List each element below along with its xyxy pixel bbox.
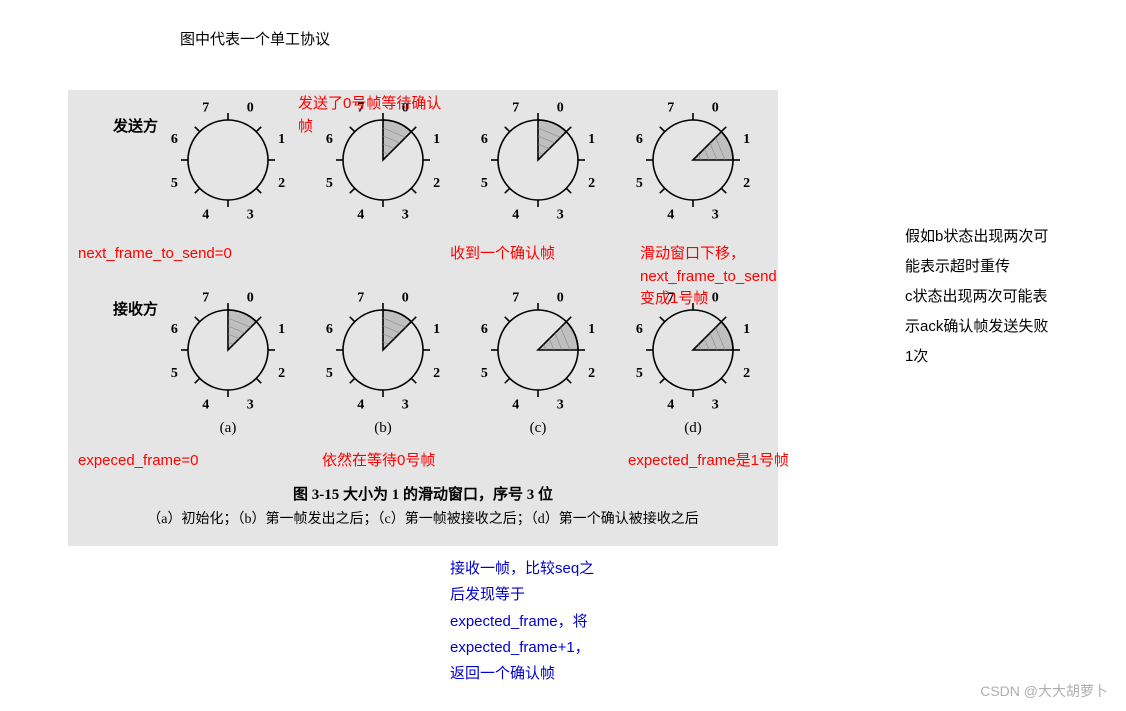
col-label-b: (b) [363,420,403,437]
figure-panel: 发送方 接收方 0 1 2 3 4 5 6 7 0 1 2 3 4 5 6 7 0 1 2 3 4 5 6 7 0 1 2 3 4… [68,90,778,546]
svg-text:1: 1 [743,322,750,337]
svg-text:1: 1 [588,132,595,147]
svg-text:4: 4 [202,398,209,413]
clock-receiver-b: 0 1 2 3 4 5 6 7 [323,290,443,410]
clock-receiver-c: 0 1 2 3 4 5 6 7 [478,290,598,410]
svg-text:4: 4 [667,208,674,223]
svg-text:4: 4 [357,208,364,223]
svg-text:3: 3 [557,208,564,223]
svg-text:3: 3 [402,208,409,223]
svg-text:5: 5 [326,366,333,381]
svg-text:2: 2 [588,366,595,381]
clock-sender-a: 0 1 2 3 4 5 6 7 [168,100,288,220]
svg-text:5: 5 [636,176,643,191]
svg-text:7: 7 [512,100,519,115]
svg-text:4: 4 [667,398,674,413]
svg-text:3: 3 [712,398,719,413]
svg-text:7: 7 [202,100,209,115]
figure-subcaption: （a）初始化；（b）第一帧发出之后；（c）第一帧被接收之后；（d）第一个确认被接… [68,508,778,528]
svg-text:7: 7 [667,100,674,115]
svg-text:2: 2 [278,366,285,381]
label-receiver: 接收方 [113,298,158,319]
svg-text:2: 2 [588,176,595,191]
svg-text:2: 2 [743,176,750,191]
svg-text:0: 0 [402,290,409,305]
svg-text:7: 7 [357,290,364,305]
svg-text:2: 2 [433,366,440,381]
annot-still-wait-0: 依然在等待0号帧 [322,450,435,473]
col-label-d: (d) [673,420,713,437]
svg-text:7: 7 [512,290,519,305]
svg-text:6: 6 [636,132,643,147]
annot-window-move: 滑动窗口下移， next_frame_to_send 变成1号帧 [640,243,777,311]
svg-text:5: 5 [326,176,333,191]
col-label-c: (c) [518,420,558,437]
svg-text:0: 0 [247,290,254,305]
svg-text:4: 4 [202,208,209,223]
svg-text:4: 4 [357,398,364,413]
svg-text:6: 6 [481,132,488,147]
svg-text:0: 0 [557,290,564,305]
label-sender: 发送方 [113,115,158,136]
annot-recv-ack: 收到一个确认帧 [450,243,555,266]
col-label-a: (a) [208,420,248,437]
svg-text:6: 6 [481,322,488,337]
svg-text:7: 7 [202,290,209,305]
svg-text:6: 6 [171,132,178,147]
svg-text:2: 2 [433,176,440,191]
svg-text:3: 3 [247,208,254,223]
svg-text:1: 1 [278,322,285,337]
svg-text:5: 5 [171,366,178,381]
svg-text:6: 6 [636,322,643,337]
svg-text:1: 1 [433,322,440,337]
svg-text:0: 0 [247,100,254,115]
svg-text:1: 1 [278,132,285,147]
svg-text:3: 3 [712,208,719,223]
svg-text:3: 3 [557,398,564,413]
svg-text:2: 2 [278,176,285,191]
figure-caption: 图 3-15 大小为 1 的滑动窗口，序号 3 位 [68,483,778,504]
svg-text:6: 6 [171,322,178,337]
annot-next-frame-0: next_frame_to_send=0 [78,243,232,266]
svg-text:1: 1 [588,322,595,337]
annot-expected-0: expeced_frame=0 [78,450,199,473]
svg-text:5: 5 [636,366,643,381]
annot-receive-compare: 接收一帧，比较seq之 后发现等于 expected_frame，将 expec… [450,556,594,687]
annot-sent-frame0: 发送了0号帧等待确认 帧 [298,93,441,138]
svg-text:3: 3 [402,398,409,413]
clock-sender-d: 0 1 2 3 4 5 6 7 [633,100,753,220]
clock-receiver-a: 0 1 2 3 4 5 6 7 [168,290,288,410]
svg-text:5: 5 [481,176,488,191]
annot-expected-1: expected_frame是1号帧 [628,450,789,473]
svg-text:4: 4 [512,398,519,413]
svg-text:2: 2 [743,366,750,381]
svg-text:3: 3 [247,398,254,413]
svg-text:0: 0 [712,100,719,115]
svg-text:1: 1 [743,132,750,147]
watermark: CSDN @大大胡萝卜 [980,681,1108,701]
svg-text:4: 4 [512,208,519,223]
svg-text:5: 5 [171,176,178,191]
svg-text:0: 0 [557,100,564,115]
annot-side-note: 假如b状态出现两次可 能表示超时重传 c状态出现两次可能表 示ack确认帧发送失… [905,222,1048,372]
svg-text:5: 5 [481,366,488,381]
svg-text:6: 6 [326,322,333,337]
clock-sender-c: 0 1 2 3 4 5 6 7 [478,100,598,220]
page-title: 图中代表一个单工协议 [180,28,330,49]
